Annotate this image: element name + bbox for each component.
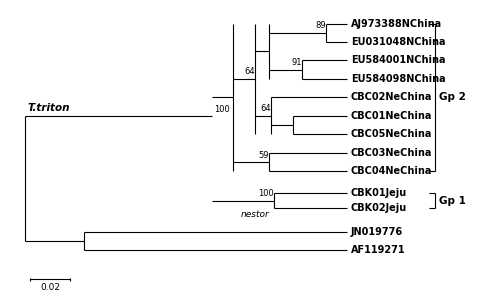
Text: 100: 100 (214, 105, 230, 113)
Text: CBK01Jeju: CBK01Jeju (351, 188, 407, 198)
Text: Gp 2: Gp 2 (440, 92, 466, 102)
Text: 64: 64 (260, 104, 272, 113)
Text: 91: 91 (292, 58, 302, 67)
Text: EU031048NChina: EU031048NChina (351, 37, 446, 47)
Text: JN019776: JN019776 (351, 227, 403, 237)
Text: CBC02NeChina: CBC02NeChina (351, 92, 432, 102)
Text: CBC03NeChina: CBC03NeChina (351, 148, 432, 158)
Text: T.triton: T.triton (28, 103, 70, 113)
Text: nestor: nestor (240, 210, 270, 219)
Text: EU584001NChina: EU584001NChina (351, 56, 446, 66)
Text: 100: 100 (258, 189, 274, 198)
Text: 64: 64 (244, 67, 254, 76)
Text: Gp 1: Gp 1 (440, 196, 466, 206)
Text: 89: 89 (315, 21, 326, 30)
Text: EU584098NChina: EU584098NChina (351, 74, 446, 84)
Text: CBK02Jeju: CBK02Jeju (351, 203, 407, 213)
Text: 59: 59 (258, 151, 269, 160)
Text: AJ973388NChina: AJ973388NChina (351, 19, 442, 29)
Text: AF119271: AF119271 (351, 245, 406, 255)
Text: CBC04NeChina: CBC04NeChina (351, 166, 432, 176)
Text: CBC01NeChina: CBC01NeChina (351, 111, 432, 121)
Text: CBC05NeChina: CBC05NeChina (351, 129, 432, 139)
Text: 0.02: 0.02 (40, 283, 60, 292)
